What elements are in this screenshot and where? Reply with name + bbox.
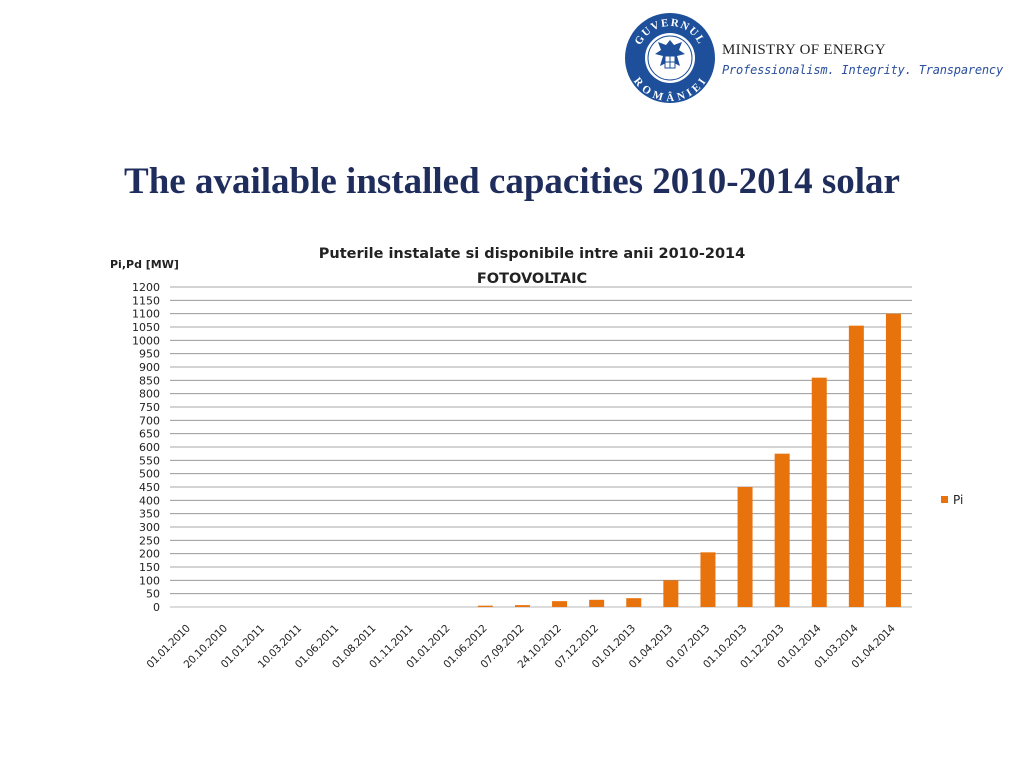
y-tick-label: 900 bbox=[139, 361, 160, 374]
y-tick-label: 950 bbox=[139, 348, 160, 361]
y-tick-label: 500 bbox=[139, 468, 160, 481]
y-tick-label: 250 bbox=[139, 534, 160, 547]
bar-01.07.2013 bbox=[700, 552, 716, 607]
bar-07.12.2012 bbox=[589, 599, 605, 607]
chart-title: Puterile instalate si disponibile intre … bbox=[319, 246, 745, 262]
y-tick-label: 150 bbox=[139, 561, 160, 574]
bar-01.04.2013 bbox=[663, 580, 679, 607]
legend-swatch bbox=[941, 496, 948, 503]
y-tick-label: 0 bbox=[153, 601, 160, 614]
y-tick-label: 300 bbox=[139, 521, 160, 534]
bar-24.10.2012 bbox=[552, 601, 568, 607]
y-axis-ticks: 0501001502002503003504004505005506006507… bbox=[132, 281, 160, 614]
bar-01.10.2013 bbox=[737, 487, 753, 607]
y-tick-label: 1050 bbox=[132, 321, 160, 334]
y-tick-label: 700 bbox=[139, 414, 160, 427]
y-tick-label: 600 bbox=[139, 441, 160, 454]
y-tick-label: 50 bbox=[146, 588, 160, 601]
chart-grid bbox=[170, 286, 912, 608]
bar-01.12.2013 bbox=[774, 453, 790, 607]
ministry-tagline: Professionalism. Integrity. Transparency bbox=[722, 63, 1003, 77]
ministry-logo: GUVERNUL ROMÂNIEI MINISTRY OF ENERGY Pro… bbox=[624, 12, 1004, 104]
y-tick-label: 550 bbox=[139, 454, 160, 467]
y-tick-label: 450 bbox=[139, 481, 160, 494]
bar-01.01.2013 bbox=[626, 598, 642, 607]
bar-07.09.2012 bbox=[514, 605, 530, 607]
x-axis-ticks: 01.01.201020.10.201001.01.201110.03.2011… bbox=[144, 622, 898, 671]
slide-title: The available installed capacities 2010-… bbox=[124, 161, 900, 202]
y-tick-label: 1000 bbox=[132, 334, 160, 347]
y-tick-label: 650 bbox=[139, 428, 160, 441]
y-tick-label: 1200 bbox=[132, 281, 160, 294]
y-tick-label: 800 bbox=[139, 388, 160, 401]
chart-bars bbox=[477, 313, 901, 607]
y-tick-label: 100 bbox=[139, 574, 160, 587]
ministry-name: MINISTRY OF ENERGY bbox=[722, 42, 887, 58]
chart-subtitle: FOTOVOLTAIC bbox=[477, 271, 587, 287]
bar-01.01.2014 bbox=[811, 377, 827, 607]
y-axis-label: Pi,Pd [MW] bbox=[110, 258, 179, 271]
y-tick-label: 350 bbox=[139, 508, 160, 521]
government-seal-icon: GUVERNUL ROMÂNIEI bbox=[625, 13, 715, 104]
y-tick-label: 850 bbox=[139, 374, 160, 387]
y-tick-label: 750 bbox=[139, 401, 160, 414]
y-tick-label: 1100 bbox=[132, 308, 160, 321]
bar-01.03.2014 bbox=[848, 325, 864, 607]
bar-01.04.2014 bbox=[885, 313, 901, 607]
legend-label-pi: Pi bbox=[953, 493, 963, 507]
y-tick-label: 200 bbox=[139, 548, 160, 561]
y-tick-label: 400 bbox=[139, 494, 160, 507]
bar-01.06.2012 bbox=[477, 605, 493, 607]
y-tick-label: 1150 bbox=[132, 294, 160, 307]
